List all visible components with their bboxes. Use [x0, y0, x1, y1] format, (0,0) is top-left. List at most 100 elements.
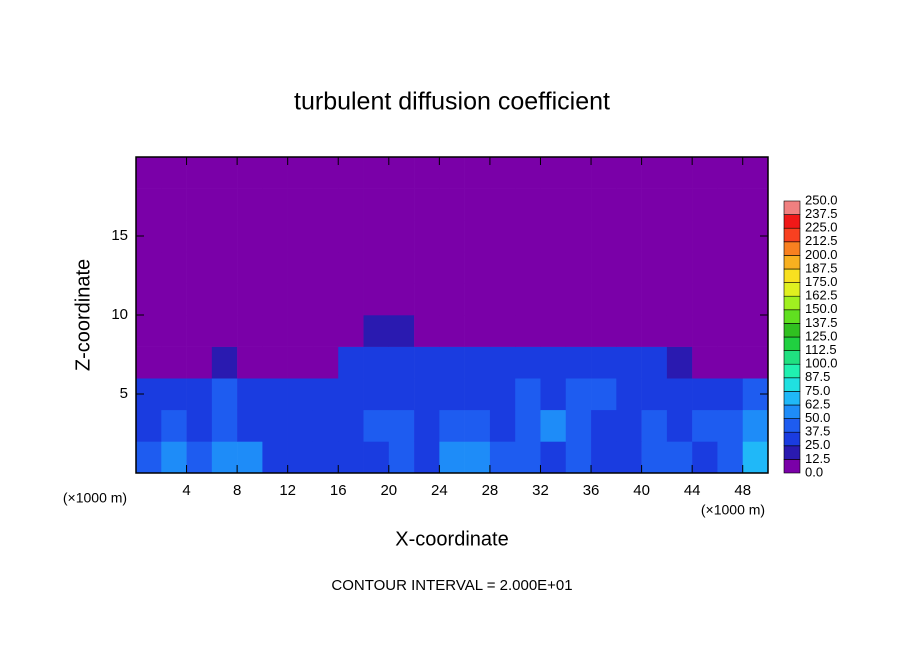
- cell: [641, 157, 668, 189]
- cell: [237, 220, 263, 253]
- cell: [211, 188, 238, 221]
- cell: [692, 315, 718, 347]
- cell: [237, 251, 263, 284]
- colorbar-box: [783, 227, 801, 243]
- cell: [565, 283, 592, 316]
- cell: [186, 283, 213, 316]
- cell: [641, 441, 668, 474]
- cell: [591, 409, 617, 442]
- cell: [211, 283, 238, 316]
- cell: [515, 346, 541, 379]
- cell: [540, 188, 567, 221]
- cell: [565, 157, 592, 189]
- cell: [161, 346, 187, 379]
- cell: [742, 441, 769, 474]
- cell: [211, 378, 238, 411]
- cell: [489, 157, 516, 189]
- cell: [439, 251, 465, 284]
- colorbar-box: [783, 241, 801, 256]
- cell: [237, 157, 263, 189]
- cell: [161, 315, 187, 347]
- cell: [136, 251, 162, 284]
- cell: [540, 315, 567, 347]
- cell: [338, 346, 364, 379]
- cell: [742, 251, 769, 284]
- colorbar-label: 225.0: [805, 220, 838, 235]
- cell: [666, 251, 693, 284]
- cell: [439, 315, 465, 347]
- cell: [616, 157, 642, 189]
- cell: [540, 409, 567, 442]
- cell: [287, 346, 314, 379]
- x-tick-label: 40: [633, 482, 650, 499]
- cell: [136, 188, 162, 221]
- y-unit-label: (×1000 m): [63, 490, 127, 506]
- cell: [388, 315, 415, 347]
- cell: [312, 346, 339, 379]
- cell: [591, 378, 617, 411]
- cell: [312, 315, 339, 347]
- cell: [388, 188, 415, 221]
- cell: [338, 157, 364, 189]
- cell: [515, 188, 541, 221]
- cell: [161, 220, 187, 253]
- cell: [414, 251, 440, 284]
- cell: [489, 283, 516, 316]
- cell: [515, 251, 541, 284]
- cell: [540, 157, 567, 189]
- cell: [287, 220, 314, 253]
- y-tick-label: 10: [111, 306, 128, 323]
- cell: [641, 409, 668, 442]
- x-tick-label: 32: [532, 482, 549, 499]
- cell: [287, 409, 314, 442]
- cell: [287, 283, 314, 316]
- cell: [237, 283, 263, 316]
- colorbar-label: 250.0: [805, 192, 838, 207]
- cell: [414, 378, 440, 411]
- cell: [692, 409, 718, 442]
- cell: [742, 409, 769, 442]
- colorbar-label: 37.5: [805, 424, 830, 439]
- cell: [388, 157, 415, 189]
- cell: [161, 441, 187, 474]
- cell: [742, 157, 769, 189]
- cell: [641, 283, 668, 316]
- cell: [161, 378, 187, 411]
- cell: [489, 378, 516, 411]
- cell: [136, 441, 162, 474]
- x-tick-label: 36: [583, 482, 600, 499]
- cell: [515, 409, 541, 442]
- cell: [136, 409, 162, 442]
- cell: [692, 251, 718, 284]
- cell: [287, 378, 314, 411]
- colorbar-label: 87.5: [805, 369, 830, 384]
- cell: [616, 220, 642, 253]
- cell: [515, 157, 541, 189]
- cell: [211, 220, 238, 253]
- cell: [388, 220, 415, 253]
- x-tick-label: 16: [330, 482, 347, 499]
- cell: [565, 251, 592, 284]
- cell: [464, 283, 491, 316]
- cell: [388, 409, 415, 442]
- cell: [363, 188, 390, 221]
- colorbar-box: [783, 418, 801, 433]
- cell: [692, 441, 718, 474]
- cell: [136, 283, 162, 316]
- cell: [363, 315, 390, 347]
- cell: [363, 346, 390, 379]
- cell: [591, 157, 617, 189]
- cell: [515, 441, 541, 474]
- cell: [161, 283, 187, 316]
- cell: [742, 188, 769, 221]
- cell: [616, 315, 642, 347]
- footer: CONTOUR INTERVAL = 2.000E+01: [331, 577, 572, 594]
- cell: [186, 378, 213, 411]
- cell: [489, 346, 516, 379]
- cell: [262, 346, 288, 379]
- cell: [186, 220, 213, 253]
- colorbar-box: [783, 445, 801, 460]
- cell: [237, 378, 263, 411]
- cell: [414, 441, 440, 474]
- cell: [388, 251, 415, 284]
